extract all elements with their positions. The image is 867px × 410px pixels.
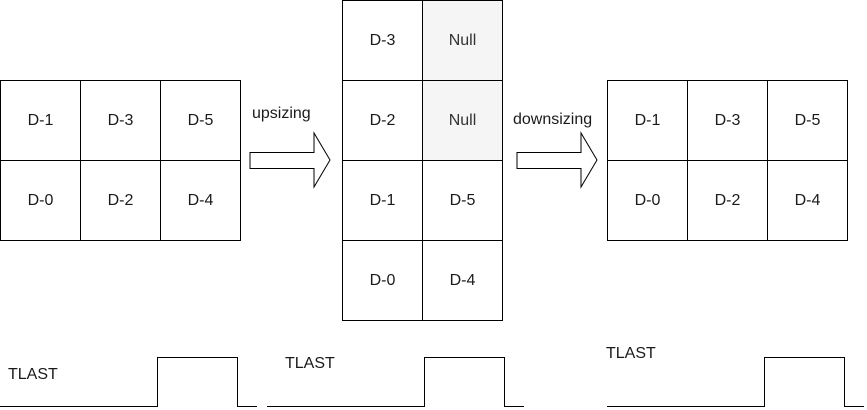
tlast-waveform-middle [267,357,524,407]
middle-grid-cell: D-2 [342,80,423,161]
tlast-waveform-left [0,357,257,407]
middle-grid-cell: D-5 [422,160,503,241]
middle-grid-cell: D-4 [422,240,503,321]
upsizing-arrow-icon [249,131,331,189]
right-grid-cell: D-2 [687,160,768,241]
left-grid-cell: D-4 [160,160,241,241]
left-grid-cell: D-3 [80,80,161,161]
downsizing-label: downsizing [513,111,593,128]
tlast-waveform-right [607,357,864,407]
middle-grid-null-cell: Null [422,80,503,161]
tlast-label-left: TLAST [8,366,58,383]
right-grid-cell: D-5 [767,80,848,161]
middle-grid-cell: D-0 [342,240,423,321]
left-grid-cell: D-2 [80,160,161,241]
downsizing-arrow-icon [516,131,598,189]
tlast-label-middle: TLAST [285,355,335,372]
middle-grid-cell: D-1 [342,160,423,241]
left-grid-cell: D-5 [160,80,241,161]
right-grid-cell: D-0 [607,160,688,241]
upsizing-label: upsizing [252,105,311,122]
left-grid-cell: D-1 [0,80,81,161]
right-grid-cell: D-4 [767,160,848,241]
left-grid-cell: D-0 [0,160,81,241]
middle-grid-cell: D-3 [342,0,423,81]
right-grid-cell: D-3 [687,80,768,161]
tlast-label-right: TLAST [606,345,656,362]
